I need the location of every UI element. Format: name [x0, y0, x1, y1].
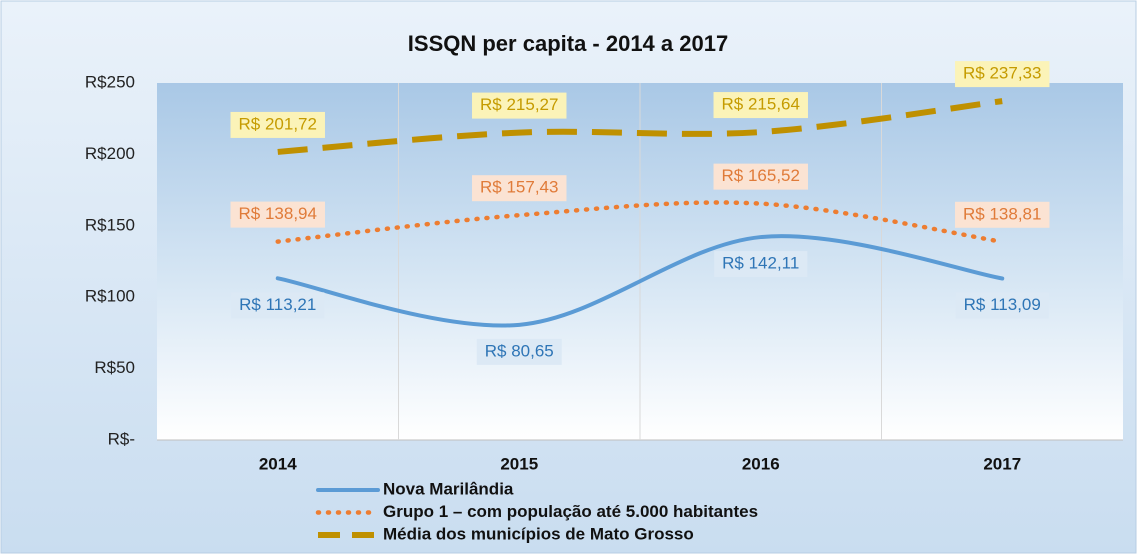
data-label: R$ 215,27	[480, 95, 558, 114]
data-label: R$ 138,94	[239, 204, 317, 223]
data-label-box	[472, 92, 567, 119]
y-tick-label: R$-	[108, 429, 135, 448]
data-label: R$ 138,81	[963, 204, 1041, 223]
legend-label: Grupo 1 – com população até 5.000 habita…	[383, 502, 758, 521]
x-tick-label: 2014	[259, 454, 297, 473]
y-tick-label: R$150	[85, 215, 135, 234]
data-label: R$ 165,52	[722, 166, 800, 185]
data-label: R$ 113,09	[964, 295, 1041, 314]
y-tick-label: R$100	[85, 287, 135, 306]
data-label: R$ 142,11	[722, 254, 799, 273]
legend-label: Nova Marilândia	[383, 479, 514, 498]
series-line	[275, 234, 1005, 328]
data-label-box	[955, 61, 1050, 88]
y-tick-label: R$200	[85, 144, 135, 163]
data-label-box	[230, 111, 325, 138]
data-label-box	[955, 201, 1050, 228]
data-label-box	[231, 292, 325, 319]
series-line	[275, 200, 1005, 245]
series-line	[277, 98, 1003, 155]
data-label: R$ 215,64	[722, 95, 800, 114]
data-label: R$ 237,33	[963, 64, 1041, 83]
data-label: R$ 113,21	[239, 295, 316, 314]
chart-title: ISSQN per capita - 2014 a 2017	[408, 31, 728, 56]
data-label-box	[230, 201, 325, 228]
x-tick-label: 2017	[983, 454, 1021, 473]
data-label: R$ 157,43	[480, 178, 558, 197]
x-tick-label: 2016	[742, 454, 780, 473]
data-label-box	[713, 163, 808, 190]
y-tick-label: R$250	[85, 72, 135, 91]
data-label-box	[713, 92, 808, 119]
y-tick-label: R$50	[94, 358, 135, 377]
data-label: R$ 201,72	[239, 114, 317, 133]
data-label-box	[955, 292, 1049, 319]
x-tick-label: 2015	[500, 454, 538, 473]
data-label-box	[714, 251, 808, 278]
data-label: R$ 80,65	[485, 341, 554, 360]
legend-label: Média dos municípios de Mato Grosso	[383, 524, 694, 543]
data-label-box	[472, 175, 567, 202]
data-label-box	[476, 338, 562, 365]
